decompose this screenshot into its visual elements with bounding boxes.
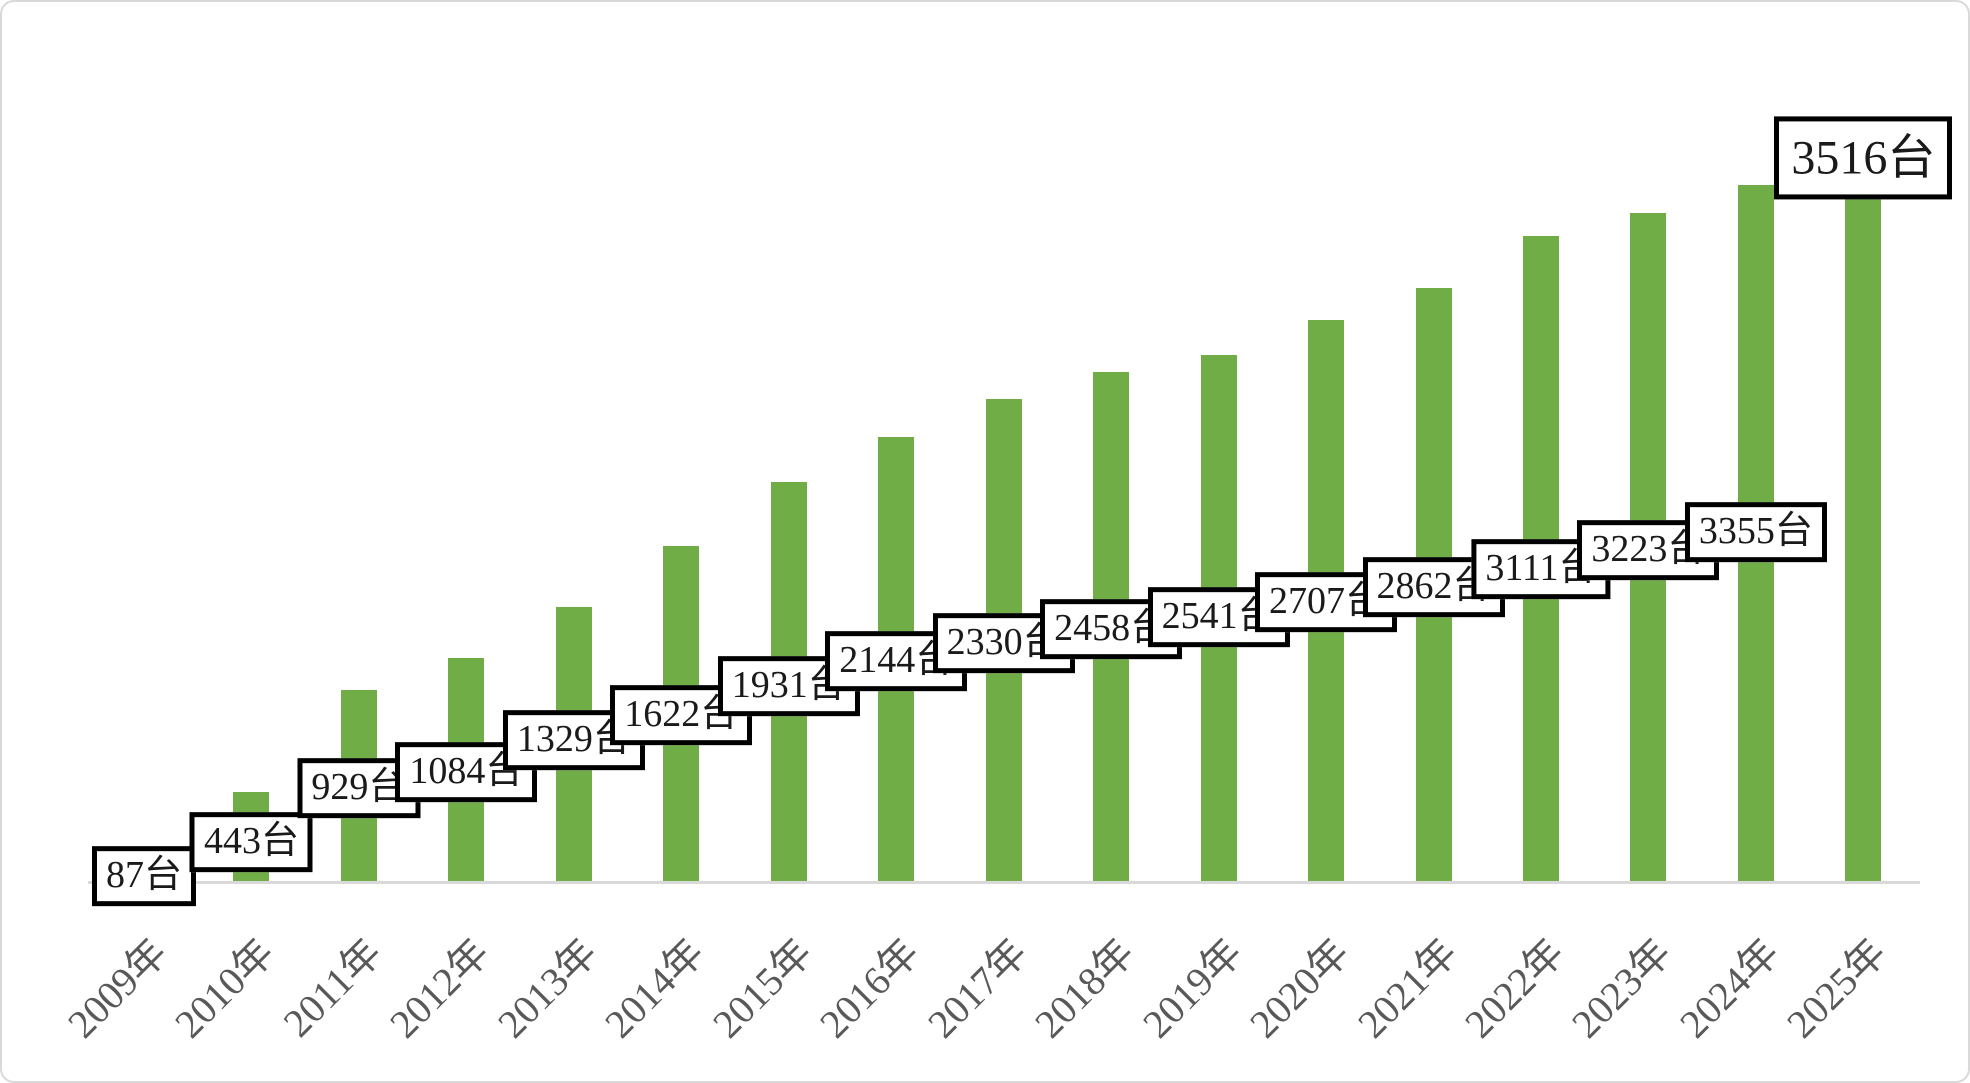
x-tick-label-2021[interactable]: 2021年: [1348, 929, 1466, 1047]
x-tick-label-2023[interactable]: 2023年: [1563, 929, 1681, 1047]
data-label-2025[interactable]: 3516台: [1774, 116, 1953, 200]
x-tick-label-2024[interactable]: 2024年: [1670, 929, 1788, 1047]
x-tick-label-2025[interactable]: 2025年: [1778, 929, 1896, 1047]
x-tick-label-2016[interactable]: 2016年: [811, 929, 928, 1047]
x-tick-label-2015[interactable]: 2015年: [703, 929, 821, 1047]
data-label-2010[interactable]: 443台: [189, 812, 313, 872]
x-tick-label-2014[interactable]: 2014年: [596, 929, 714, 1047]
bar-2025[interactable]: [1845, 152, 1882, 884]
data-label-2024[interactable]: 3355台: [1684, 502, 1827, 562]
x-tick-label-2013[interactable]: 2013年: [488, 929, 606, 1047]
x-tick-label-2012[interactable]: 2012年: [381, 929, 499, 1047]
x-tick-label-2017[interactable]: 2017年: [918, 929, 1036, 1047]
data-label-2009[interactable]: 87台: [91, 846, 197, 906]
x-tick-label-2018[interactable]: 2018年: [1026, 929, 1143, 1047]
x-tick-label-2009[interactable]: 2009年: [59, 929, 176, 1047]
x-tick-label-2019[interactable]: 2019年: [1133, 929, 1251, 1047]
x-tick-label-2011[interactable]: 2011年: [274, 929, 391, 1046]
x-tick-label-2010[interactable]: 2010年: [166, 929, 284, 1047]
x-axis-line: [88, 881, 1920, 884]
x-tick-label-2022[interactable]: 2022年: [1456, 929, 1573, 1047]
x-tick-label-2020[interactable]: 2020年: [1241, 929, 1358, 1047]
